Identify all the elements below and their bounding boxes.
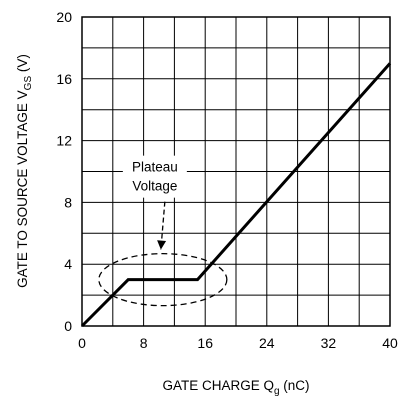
- x-tick-label: 0: [78, 335, 86, 351]
- y-tick-label: 12: [56, 133, 72, 149]
- x-axis-label-unit: (nC): [280, 378, 310, 393]
- y-axis-label: GATE TO SOURCE VOLTAGE VGS (V): [15, 54, 34, 288]
- x-axis-label-sub: g: [274, 386, 280, 396]
- x-tick-label: 24: [259, 335, 275, 351]
- annotation-label-line: Voltage: [132, 179, 177, 194]
- plateau-annotation: Plateau Voltage: [98, 155, 228, 307]
- y-tick-label: 8: [64, 194, 72, 210]
- y-tick-label: 4: [64, 256, 72, 272]
- x-tick-label: 16: [197, 335, 213, 351]
- plateau-ellipse: [98, 252, 228, 307]
- x-axis-label: GATE CHARGE Qg (nC): [162, 378, 309, 396]
- x-tick-label: 40: [382, 335, 398, 351]
- y-tick-label: 20: [56, 9, 72, 25]
- x-tick-label: 8: [140, 335, 148, 351]
- plot-frame: [81, 16, 391, 327]
- x-tick-label: 32: [321, 335, 337, 351]
- annotation-label-bg: [122, 155, 187, 198]
- y-tick-label: 16: [56, 71, 72, 87]
- y-tick-label: 0: [64, 318, 72, 334]
- y-axis-label-main: GATE TO SOURCE VOLTAGE V: [15, 90, 30, 288]
- annotation-arrow-head: [157, 240, 167, 250]
- x-axis-label-main: GATE CHARGE Q: [162, 378, 274, 393]
- annotation-label-line: Plateau: [132, 160, 178, 175]
- gate-charge-curve: [80, 62, 392, 328]
- x-tick-labels: 0 8 16 24 32 40: [78, 335, 398, 351]
- y-axis-label-unit: (V): [15, 54, 30, 76]
- y-tick-labels: 0 4 8 12 16 20: [56, 9, 72, 334]
- y-axis-label-sub: GS: [23, 76, 34, 91]
- series: [80, 62, 392, 328]
